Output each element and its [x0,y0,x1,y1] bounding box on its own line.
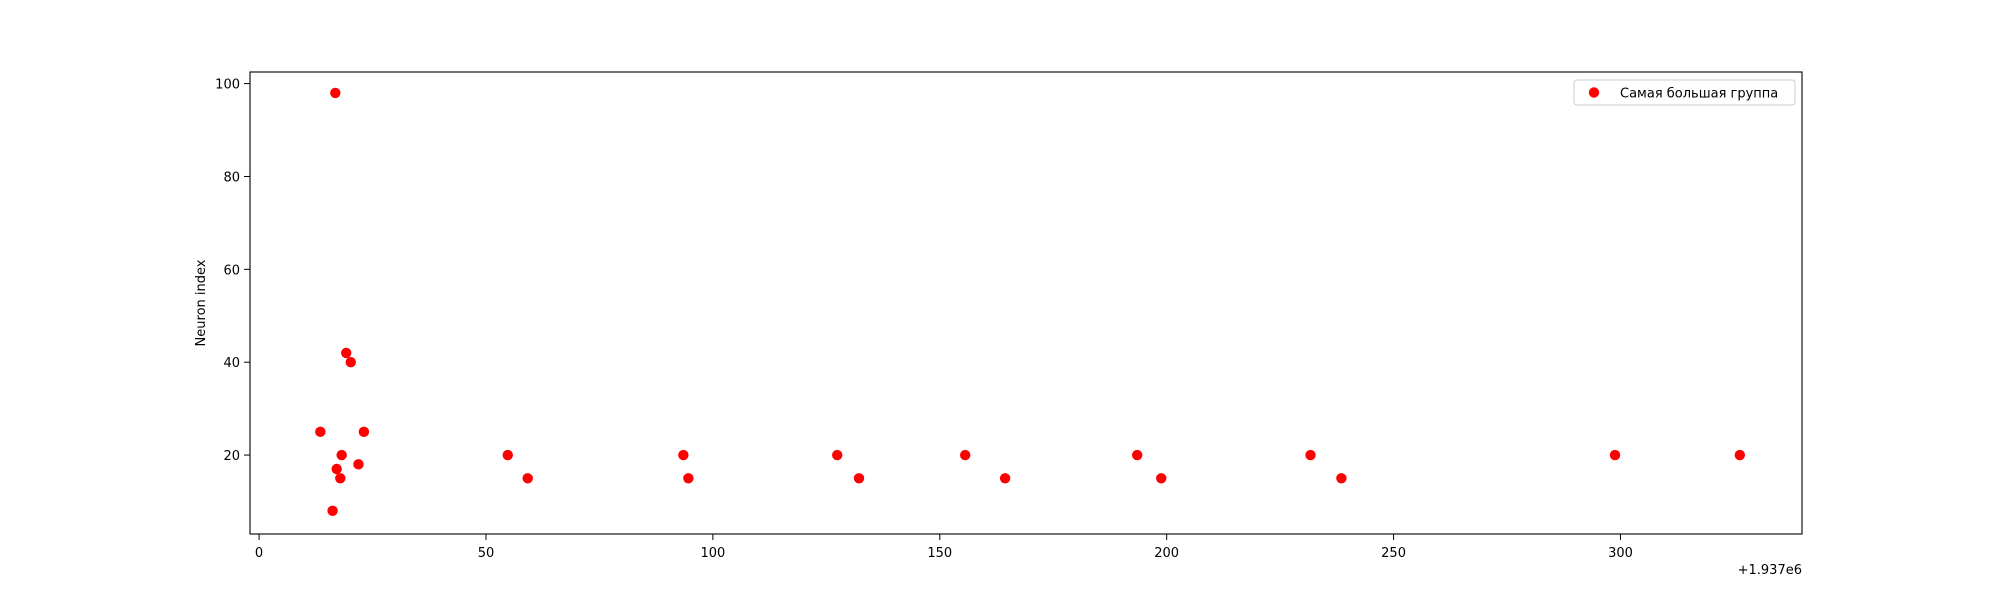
data-point [1609,449,1621,461]
x-tick-label: 100 [700,546,725,561]
x-tick-label: 0 [255,546,263,561]
data-point [1734,449,1746,461]
y-tick-label: 100 [215,78,240,93]
data-point [1305,449,1316,461]
x-tick-label: 150 [927,546,952,561]
data-point [358,426,370,438]
legend-box [1573,79,1796,106]
x-offset-label: +1.937e6 [1738,563,1802,578]
y-tick-label: 20 [223,449,240,464]
x-tick-label: 200 [1154,546,1179,561]
data-point [336,449,347,461]
y-tick-label: 40 [223,356,240,371]
data-point [678,449,689,461]
y-tick-label: 60 [223,263,240,278]
data-point [330,87,341,99]
data-point [853,473,865,484]
plot-area [315,87,1746,516]
data-point [522,473,533,484]
data-point [345,357,356,368]
data-point [999,473,1011,484]
legend: Самая большая группа [1573,79,1796,106]
data-point [832,449,843,461]
data-point [1156,473,1167,484]
data-point [502,449,513,461]
data-point [353,459,364,470]
legend-label: Самая большая группа [1620,87,1778,102]
y-axis-label: Neuron index [194,259,209,346]
data-point [327,505,338,516]
axes: 0 50 100 150 200 250 300 20 40 60 80 100 +1.937e6 Neu… [194,71,1803,578]
data-point [335,473,346,484]
data-point [959,449,971,461]
data-point [331,463,342,475]
x-tick-label: 50 [478,546,495,561]
data-point [1336,473,1347,484]
data-point [1131,449,1143,461]
plot-frame [249,71,1803,535]
legend-marker [1588,87,1600,98]
data-point [315,426,326,438]
y-tick-label: 80 [223,170,240,185]
x-tick-label: 300 [1608,546,1633,561]
data-point [341,347,352,359]
data-point [683,473,694,484]
x-tick-label: 250 [1381,546,1406,561]
